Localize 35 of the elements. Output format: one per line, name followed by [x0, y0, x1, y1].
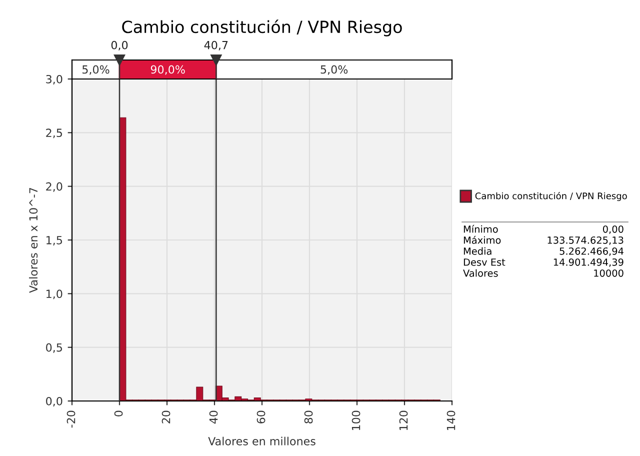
text: 5,0% [320, 65, 348, 75]
text: 0,00 [602, 225, 624, 234]
text: Media [464, 247, 492, 255]
text: Máximo [464, 236, 501, 244]
text: 10000 [594, 269, 624, 277]
x-tick-label: 60 [256, 410, 266, 424]
x-tick-label: 0 [114, 410, 123, 416]
y-tick-label: 3,0 [46, 74, 62, 85]
y-tick-label: 2,5 [46, 128, 62, 138]
x-tick-label: -20 [66, 410, 76, 428]
x-tick-label: 120 [399, 410, 408, 430]
text: 133.574.625,13 [548, 236, 624, 245]
x-tick-label: 20 [162, 410, 170, 424]
legend-label: Cambio constitución / VPN Riesgo [475, 192, 627, 202]
y-tick-label: 0,5 [46, 343, 62, 353]
ref-line-label: 40,7 [204, 40, 228, 50]
x-tick-label: 80 [304, 410, 313, 424]
text: Mínimo [464, 224, 498, 233]
y-tick-label: 0,0 [46, 396, 62, 407]
x-tick-label: 40 [209, 410, 218, 424]
text: 14.901.494,39 [554, 258, 624, 267]
y-tick-label: 1,0 [46, 290, 62, 300]
y-tick-label: 2,0 [46, 182, 62, 192]
text: 5,0% [82, 65, 110, 75]
ref-line-label: 0,0 [111, 40, 128, 50]
x-axis-title: Valores en millones [208, 436, 316, 446]
y-tick-label: 1,5 [46, 236, 62, 246]
x-tick-label: 100 [352, 410, 360, 430]
x-tick-label: 140 [446, 410, 456, 430]
chart-title: Cambio constitución / VPN Riesgo [122, 20, 402, 36]
text: Valores [463, 269, 498, 277]
text: Desv Est [464, 258, 506, 266]
text: 90,0% [150, 65, 185, 75]
text: 5.262.466,94 [560, 247, 624, 256]
y-axis-title: Valores en x 10^-7 [28, 188, 38, 293]
